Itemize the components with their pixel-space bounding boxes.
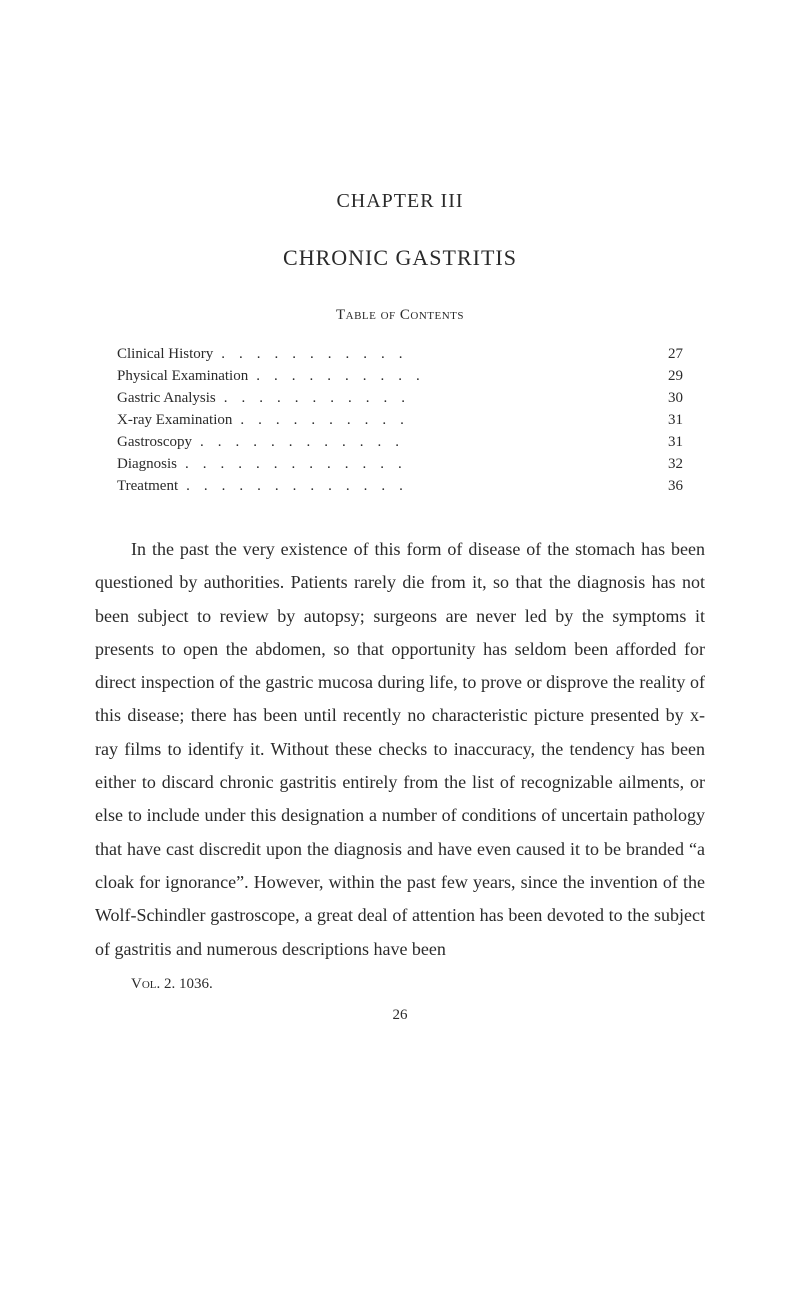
table-of-contents: Clinical History ........... 27 Physical… <box>117 346 683 495</box>
toc-page: 31 <box>659 412 683 429</box>
chapter-heading: CHAPTER III <box>95 190 705 213</box>
toc-label: Physical Examination <box>117 368 248 385</box>
toc-heading: Table of Contents <box>95 307 705 324</box>
toc-page: 30 <box>659 390 683 407</box>
body-paragraph: In the past the very existence of this f… <box>95 533 705 966</box>
toc-row: Clinical History ........... 27 <box>117 346 683 363</box>
toc-dots: .......... <box>232 412 659 429</box>
toc-page: 31 <box>659 434 683 451</box>
toc-dots: ............. <box>178 478 659 495</box>
toc-label: Treatment <box>117 478 178 495</box>
toc-row: Gastric Analysis ........... 30 <box>117 390 683 407</box>
toc-page: 27 <box>659 346 683 363</box>
toc-label: Diagnosis <box>117 456 177 473</box>
toc-label: X-ray Examination <box>117 412 232 429</box>
toc-page: 29 <box>659 368 683 385</box>
chapter-title: CHRONIC GASTRITIS <box>95 245 705 271</box>
toc-page: 36 <box>659 478 683 495</box>
toc-label: Gastroscopy <box>117 434 192 451</box>
volume-line: Vol. 2. 1036. <box>131 976 705 993</box>
toc-dots: .......... <box>248 368 659 385</box>
toc-dots: ............. <box>177 456 659 473</box>
toc-row: Treatment ............. 36 <box>117 478 683 495</box>
toc-row: X-ray Examination .......... 31 <box>117 412 683 429</box>
toc-row: Diagnosis ............. 32 <box>117 456 683 473</box>
toc-dots: ........... <box>213 346 659 363</box>
toc-row: Physical Examination .......... 29 <box>117 368 683 385</box>
toc-label: Clinical History <box>117 346 213 363</box>
toc-label: Gastric Analysis <box>117 390 216 407</box>
toc-page: 32 <box>659 456 683 473</box>
toc-row: Gastroscopy ............ 31 <box>117 434 683 451</box>
toc-dots: ............ <box>192 434 659 451</box>
toc-dots: ........... <box>216 390 659 407</box>
page-number: 26 <box>95 1007 705 1024</box>
